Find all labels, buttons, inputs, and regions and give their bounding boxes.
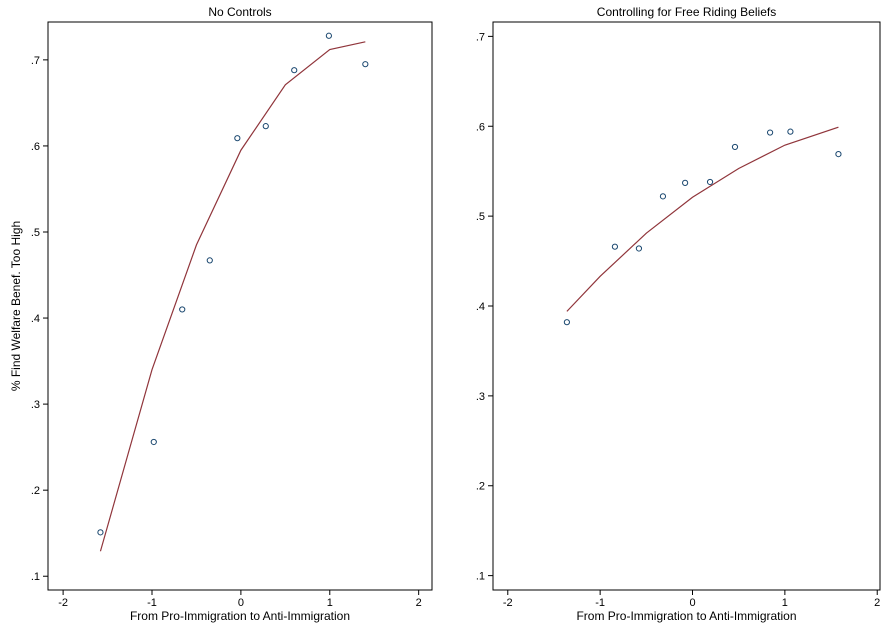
plot-frame	[492, 21, 881, 591]
x-tick-label: 2	[874, 597, 880, 609]
scatter-point	[325, 32, 332, 39]
y-tick-label: .1	[31, 571, 40, 583]
chart-title: No Controls	[208, 5, 271, 19]
y-tick-label: .2	[31, 485, 40, 497]
y-tick-label: .6	[31, 141, 40, 153]
y-tick-label: .2	[476, 481, 485, 493]
scatter-point	[635, 245, 643, 252]
y-tick-label: .7	[476, 31, 485, 43]
x-tick-label: -1	[147, 597, 157, 609]
x-axis-label: From Pro-Immigration to Anti-Immigration	[130, 609, 350, 623]
scatter-point	[766, 129, 774, 136]
x-tick-label: 2	[416, 597, 422, 609]
fit-line	[99, 41, 366, 552]
y-tick-label: .1	[476, 571, 485, 583]
scatter-point	[262, 123, 269, 130]
y-tick-label: .6	[476, 121, 485, 133]
scatter-point	[682, 179, 689, 186]
scatter-point	[206, 257, 213, 264]
scatter-point	[291, 67, 298, 74]
y-tick-label: .4	[476, 301, 485, 313]
x-tick-label: 1	[327, 597, 333, 609]
scatter-point	[659, 193, 667, 200]
scatter-point	[563, 319, 570, 326]
y-tick-label: .5	[476, 211, 485, 223]
x-tick-label: -1	[595, 597, 605, 609]
y-tick-label: .3	[31, 399, 40, 411]
x-axis-label: From Pro-Immigration to Anti-Immigration	[576, 609, 796, 623]
y-tick-label: .4	[31, 313, 40, 325]
scatter-point	[731, 143, 739, 151]
y-tick-label: .5	[31, 227, 40, 239]
fit-line	[566, 126, 839, 312]
y-tick-label: .7	[31, 55, 40, 67]
scatter-point	[150, 438, 157, 446]
scatter-point	[611, 243, 619, 250]
plot-frame	[47, 21, 433, 591]
x-tick-label: -2	[58, 597, 68, 609]
scatter-point	[835, 151, 842, 158]
y-tick-label: .3	[476, 391, 485, 403]
x-tick-label: 0	[238, 597, 244, 609]
scatter-point	[787, 128, 794, 135]
scatter-point	[179, 306, 186, 313]
scatter-point	[97, 529, 104, 536]
scatter-point	[234, 135, 241, 142]
x-tick-label: 1	[782, 597, 788, 609]
x-tick-label: -2	[503, 597, 513, 609]
x-tick-label: 0	[689, 597, 695, 609]
y-axis-label: % Find Welfare Benef. Too High	[9, 221, 23, 391]
scatter-point	[706, 178, 714, 186]
scatter-point	[362, 61, 369, 68]
chart-title: Controlling for Free Riding Beliefs	[597, 5, 776, 19]
